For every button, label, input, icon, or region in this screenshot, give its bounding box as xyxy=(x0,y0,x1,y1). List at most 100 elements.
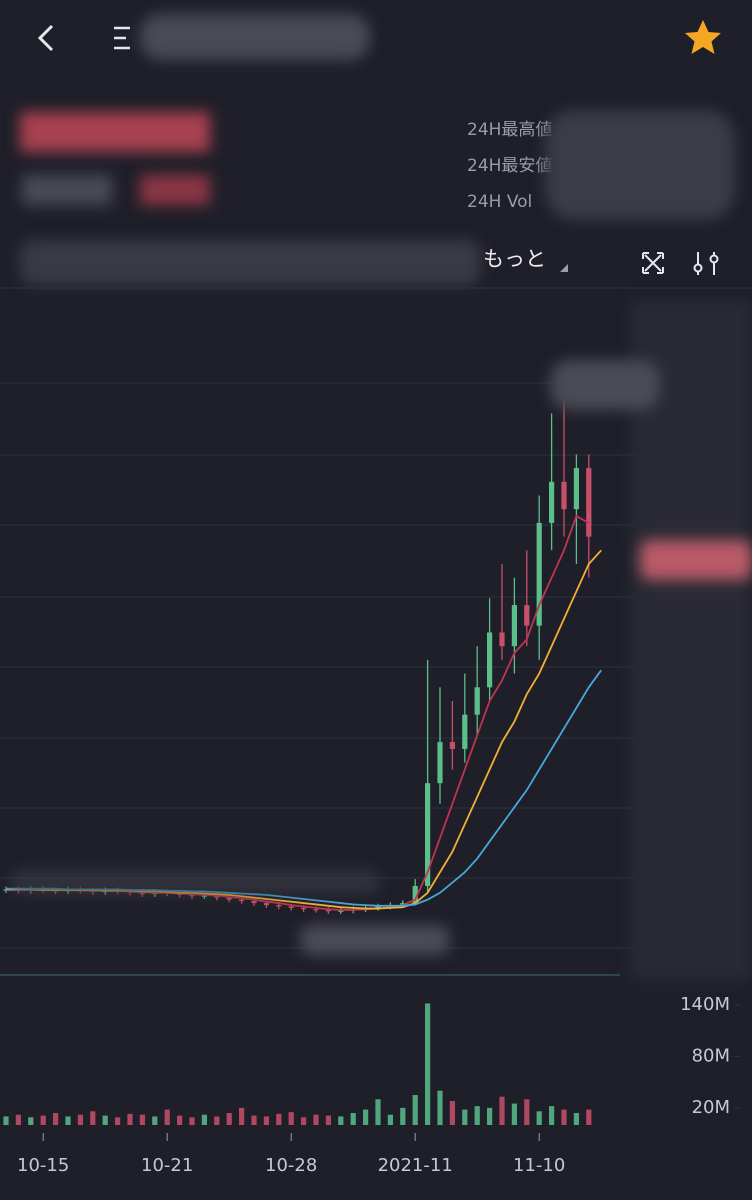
x-tick-label: 2021-11 xyxy=(378,1155,453,1176)
candle-body xyxy=(301,907,307,910)
volume-bar xyxy=(536,1111,542,1125)
blurred-stats xyxy=(545,110,735,220)
volume-bar xyxy=(549,1106,555,1125)
candle-body xyxy=(263,903,269,906)
candle-body xyxy=(536,522,542,626)
candle-body xyxy=(449,742,455,749)
volume-bar xyxy=(350,1113,356,1125)
candle-body xyxy=(487,632,493,688)
volume-bar xyxy=(251,1115,257,1125)
volume-bar xyxy=(214,1116,220,1125)
volume-bar xyxy=(139,1114,145,1125)
y-tick-label: 20M xyxy=(692,1097,730,1118)
volume-bar xyxy=(177,1115,183,1125)
candle-body xyxy=(511,605,517,647)
x-tick-label: 10-21 xyxy=(141,1155,193,1176)
candle-body xyxy=(201,895,207,897)
menu-button[interactable] xyxy=(114,26,130,50)
volume-bar xyxy=(313,1114,319,1125)
volume-bar xyxy=(363,1109,369,1125)
fullscreen-button[interactable] xyxy=(642,252,664,274)
volume-bar xyxy=(288,1112,294,1125)
blurred-title xyxy=(140,14,370,60)
candle-body xyxy=(239,899,245,902)
volume-bar xyxy=(425,1003,431,1125)
volume-bar xyxy=(412,1095,418,1125)
volume-bar xyxy=(77,1114,83,1125)
volume-bar xyxy=(263,1116,269,1125)
volume-bar xyxy=(449,1101,455,1125)
x-tick-label: 11-10 xyxy=(513,1155,565,1176)
settings-button[interactable] xyxy=(693,252,719,275)
volume-bar xyxy=(164,1109,170,1125)
volume-bar xyxy=(487,1107,493,1125)
volume-bar xyxy=(40,1115,46,1125)
back-button[interactable] xyxy=(37,24,54,52)
candle-body xyxy=(214,895,220,898)
blurred-last-price xyxy=(640,540,752,580)
volume-bar xyxy=(561,1109,567,1125)
candle-body xyxy=(425,783,431,886)
volume-bar xyxy=(301,1117,307,1125)
blurred-price-axis xyxy=(630,300,752,980)
blurred-high-label xyxy=(550,360,660,410)
volume-bar xyxy=(3,1116,9,1125)
volume-bar xyxy=(586,1109,592,1125)
blurred-ma-legend xyxy=(10,870,380,894)
candle-body xyxy=(338,910,344,912)
blurred-fiat xyxy=(22,175,112,205)
candle-body xyxy=(189,894,195,897)
candle-body xyxy=(561,481,567,510)
volume-bar xyxy=(474,1106,480,1125)
y-tick-label: 80M xyxy=(692,1046,730,1067)
volume-bar xyxy=(152,1116,158,1125)
volume-bar xyxy=(511,1103,517,1125)
candle-body xyxy=(226,897,232,900)
candle-body xyxy=(474,687,480,715)
blurred-price xyxy=(20,112,210,152)
candle-body xyxy=(524,605,530,626)
blurred-change xyxy=(140,175,210,205)
candle-body xyxy=(288,906,294,908)
candle-body xyxy=(276,905,282,907)
candle-body xyxy=(375,906,381,908)
volume-bar xyxy=(102,1115,108,1125)
candle-body xyxy=(325,909,331,912)
volume-bar xyxy=(189,1117,195,1125)
candle-body xyxy=(251,901,257,904)
volume-bar xyxy=(573,1113,579,1125)
blurred-intervals[interactable] xyxy=(20,240,480,285)
volume-bar xyxy=(375,1099,381,1125)
volume-bar xyxy=(226,1113,232,1125)
volume-bar xyxy=(462,1109,468,1125)
candle-body xyxy=(573,468,579,510)
candle-body xyxy=(499,632,505,647)
volume-bar xyxy=(387,1114,393,1125)
volume-bar xyxy=(400,1107,406,1125)
volume-bar xyxy=(53,1113,59,1125)
candle-body xyxy=(313,909,319,911)
volume-bar xyxy=(499,1096,505,1125)
volume-bar xyxy=(28,1117,34,1125)
volume-bar xyxy=(325,1115,331,1125)
favorite-star[interactable] xyxy=(685,20,721,54)
x-tick-label: 10-15 xyxy=(17,1155,69,1176)
stat-label: 24H Vol xyxy=(467,192,532,212)
volume-bar xyxy=(437,1090,443,1125)
candle-body xyxy=(400,903,406,906)
more-button[interactable]: もっと xyxy=(483,247,546,271)
candle-body xyxy=(437,742,443,784)
candle-body xyxy=(462,714,468,749)
volume-bar xyxy=(127,1113,133,1125)
stat-label: 24H最高値 xyxy=(467,120,552,140)
candle-body xyxy=(412,885,418,904)
volume-bar xyxy=(15,1114,21,1125)
x-tick-label: 10-28 xyxy=(265,1155,317,1176)
more-caret xyxy=(560,264,568,272)
stat-label: 24H最安値 xyxy=(467,156,552,176)
volume-bar xyxy=(239,1107,245,1125)
volume-bar xyxy=(65,1116,71,1125)
candle-body xyxy=(586,468,592,537)
volume-bar xyxy=(201,1114,207,1125)
